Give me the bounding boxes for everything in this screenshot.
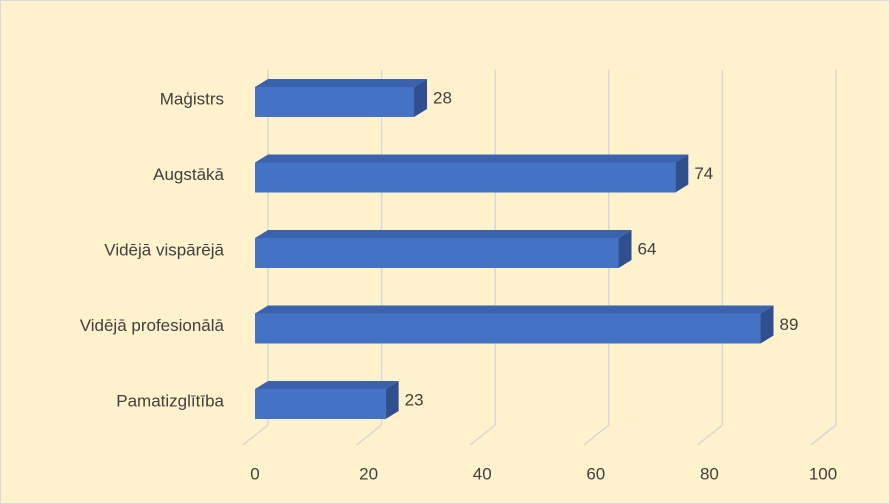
data-label: 64 — [638, 239, 657, 258]
y-tick-label: Vidējā vispārējā — [104, 240, 224, 259]
bar — [255, 87, 415, 117]
bar — [255, 162, 676, 193]
y-tick-label: Augstākā — [153, 165, 224, 184]
grid-floor-line — [469, 424, 496, 446]
bar-top — [255, 230, 632, 238]
data-label: 28 — [433, 88, 452, 107]
bar-side — [414, 79, 428, 117]
bar-top — [255, 154, 689, 163]
bar — [255, 389, 386, 419]
grid-floor-line — [242, 424, 269, 446]
y-tick-label: Maģistrs — [160, 89, 224, 108]
bar-side — [675, 154, 689, 193]
y-tick-label: Vidējā profesionālā — [80, 316, 225, 335]
data-label: 89 — [780, 315, 799, 334]
grid-floor-line — [356, 424, 383, 446]
bar-side — [385, 381, 399, 419]
bar-top — [255, 381, 399, 389]
x-tick-label: 100 — [809, 464, 837, 483]
data-label: 23 — [405, 390, 424, 409]
x-tick-label: 0 — [250, 464, 259, 483]
bar-top — [255, 305, 774, 314]
x-tick-label: 20 — [359, 464, 378, 483]
bar — [255, 313, 761, 344]
grid-floor-line — [583, 424, 610, 446]
bar-top — [255, 79, 428, 87]
x-tick-label: 40 — [473, 464, 492, 483]
bar-side — [618, 230, 632, 268]
bar — [255, 238, 619, 268]
y-tick-label: Pamatizglītība — [116, 391, 224, 410]
x-tick-label: 80 — [700, 464, 719, 483]
data-label: 74 — [694, 164, 713, 183]
bar-side — [760, 305, 774, 344]
x-tick-label: 60 — [586, 464, 605, 483]
grid-floor-line — [696, 424, 723, 446]
grid-floor-line — [810, 424, 837, 446]
